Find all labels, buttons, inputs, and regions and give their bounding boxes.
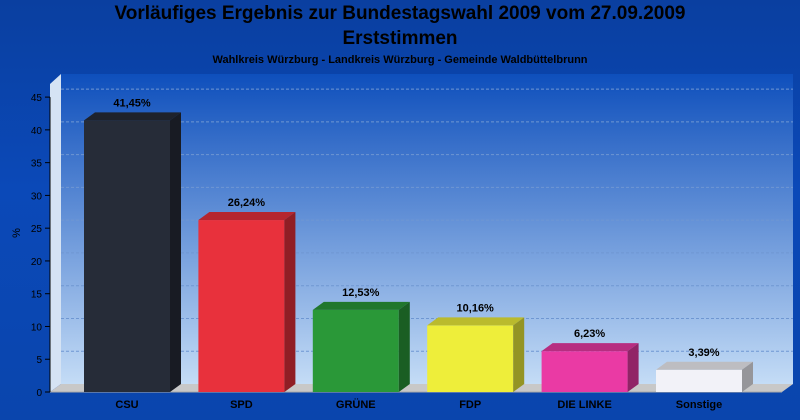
bar-front: [312, 309, 399, 392]
chart-title: Vorläufiges Ergebnis zur Bundestagswahl …: [114, 3, 686, 24]
bar-front: [427, 325, 514, 392]
bar-side: [513, 317, 525, 392]
data-label: 12,53%: [342, 287, 380, 299]
y-tick-label: 10: [31, 322, 43, 333]
y-tick-label: 35: [31, 159, 43, 170]
data-label: 3,39%: [688, 347, 719, 359]
x-tick-label: SPD: [230, 399, 253, 411]
y-axis-label: %: [11, 228, 23, 238]
chart-subtitle: Wahlkreis Würzburg - Landkreis Würzburg …: [212, 54, 588, 66]
y-tick-label: 30: [31, 191, 43, 202]
bar-front: [198, 220, 285, 392]
x-tick-label: FDP: [459, 399, 481, 411]
bar-csu: [84, 112, 181, 393]
bar-side: [284, 212, 296, 392]
plot-side-wall: [50, 74, 61, 392]
bar-front: [656, 369, 742, 392]
bar-top: [656, 361, 753, 370]
x-tick-label: GRÜNE: [336, 398, 376, 411]
bar-top: [312, 301, 410, 310]
bar-spd: [198, 212, 296, 392]
y-tick-label: 5: [36, 355, 42, 366]
data-label: 26,24%: [228, 197, 266, 209]
bar-top: [84, 112, 181, 121]
x-tick-label: CSU: [115, 399, 138, 411]
y-tick-label: 15: [31, 290, 43, 301]
bar-side: [170, 112, 181, 393]
bar-front: [541, 351, 628, 392]
bar-sonstige: [656, 361, 753, 392]
plot-area: [61, 74, 793, 384]
bar-front: [84, 120, 170, 393]
bar-top: [541, 343, 639, 352]
x-tick-label: DIE LINKE: [557, 399, 611, 411]
y-tick-label: 45: [31, 93, 43, 104]
data-label: 41,45%: [113, 97, 151, 109]
y-tick-label: 25: [31, 224, 43, 235]
bar-side: [398, 301, 410, 392]
bar-side: [742, 361, 753, 392]
bar-fdp: [427, 317, 525, 392]
data-label: 6,23%: [574, 328, 605, 340]
y-tick-label: 20: [31, 257, 43, 268]
y-tick-label: 40: [31, 126, 43, 137]
bar-side: [627, 343, 639, 392]
bar-top: [198, 212, 296, 221]
bar-die-linke: [541, 343, 639, 392]
y-tick-label: 0: [36, 388, 42, 399]
data-label: 10,16%: [457, 302, 495, 314]
chart-title-line-2: Erststimmen: [342, 28, 458, 49]
bar-top: [427, 317, 525, 326]
bar-gr-ne: [312, 301, 410, 392]
x-tick-label: Sonstige: [676, 399, 722, 411]
